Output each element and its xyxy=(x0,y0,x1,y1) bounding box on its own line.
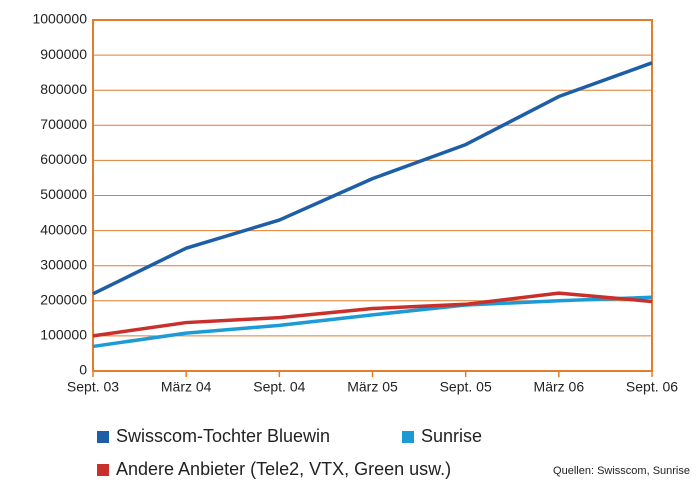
legend-swatch xyxy=(97,464,109,476)
y-tick-label: 900000 xyxy=(40,46,87,62)
y-tick-label: 700000 xyxy=(40,116,87,132)
source-note: Quellen: Swisscom, Sunrise xyxy=(553,465,690,477)
series-line xyxy=(92,61,653,296)
legend-label: Swisscom-Tochter Bluewin xyxy=(116,426,330,446)
legend-label: Sunrise xyxy=(421,426,482,446)
x-tick-label: März 06 xyxy=(534,379,585,395)
x-tick-label: März 05 xyxy=(347,379,398,395)
y-tick-label: 600000 xyxy=(40,151,87,167)
legend-swatch xyxy=(402,431,414,443)
x-tick-label: Sept. 06 xyxy=(626,379,678,395)
y-tick-label: 1000000 xyxy=(32,11,87,27)
series-line xyxy=(92,291,653,338)
y-tick-label: 800000 xyxy=(40,81,87,97)
x-tick-label: März 04 xyxy=(161,379,212,395)
y-tick-label: 200000 xyxy=(40,292,87,308)
x-tick-label: Sept. 05 xyxy=(440,379,492,395)
y-tick-label: 300000 xyxy=(40,256,87,272)
y-tick-label: 500000 xyxy=(40,186,87,202)
legend-swatch xyxy=(97,431,109,443)
legend-label: Andere Anbieter (Tele2, VTX, Green usw.) xyxy=(116,459,451,479)
series-line xyxy=(92,295,653,349)
x-tick-label: Sept. 03 xyxy=(67,379,119,395)
y-tick-label: 100000 xyxy=(40,327,87,343)
x-tick-label: Sept. 04 xyxy=(253,379,305,395)
y-tick-label: 0 xyxy=(79,362,87,378)
y-tick-label: 400000 xyxy=(40,221,87,237)
